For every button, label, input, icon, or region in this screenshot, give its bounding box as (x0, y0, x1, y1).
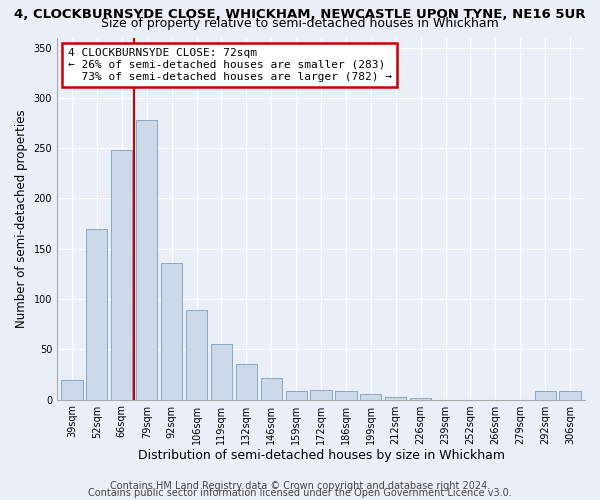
Bar (335, 390, 356, 400)
Bar (86, 228, 107, 400)
Text: Size of property relative to semi-detached houses in Whickham: Size of property relative to semi-detach… (101, 18, 499, 30)
Bar (186, 310, 207, 400)
Bar (161, 263, 182, 400)
Bar (111, 150, 133, 400)
Bar (136, 120, 157, 400)
Text: 4, CLOCKBURNSYDE CLOSE, WHICKHAM, NEWCASTLE UPON TYNE, NE16 5UR: 4, CLOCKBURNSYDE CLOSE, WHICKHAM, NEWCAS… (14, 8, 586, 20)
Bar (236, 364, 257, 400)
X-axis label: Distribution of semi-detached houses by size in Whickham: Distribution of semi-detached houses by … (137, 450, 505, 462)
Bar (360, 394, 382, 400)
Bar (260, 378, 282, 400)
Bar (535, 390, 556, 400)
Text: 4 CLOCKBURNSYDE CLOSE: 72sqm
← 26% of semi-detached houses are smaller (283)
  7: 4 CLOCKBURNSYDE CLOSE: 72sqm ← 26% of se… (68, 48, 392, 82)
Bar (61, 380, 83, 400)
Text: Contains HM Land Registry data © Crown copyright and database right 2024.: Contains HM Land Registry data © Crown c… (110, 481, 490, 491)
Bar (385, 396, 406, 400)
Bar (310, 390, 332, 400)
Bar (410, 398, 431, 400)
Bar (559, 390, 581, 400)
Bar (286, 390, 307, 400)
Text: Contains public sector information licensed under the Open Government Licence v3: Contains public sector information licen… (88, 488, 512, 498)
Y-axis label: Number of semi-detached properties: Number of semi-detached properties (15, 109, 28, 328)
Bar (211, 344, 232, 400)
